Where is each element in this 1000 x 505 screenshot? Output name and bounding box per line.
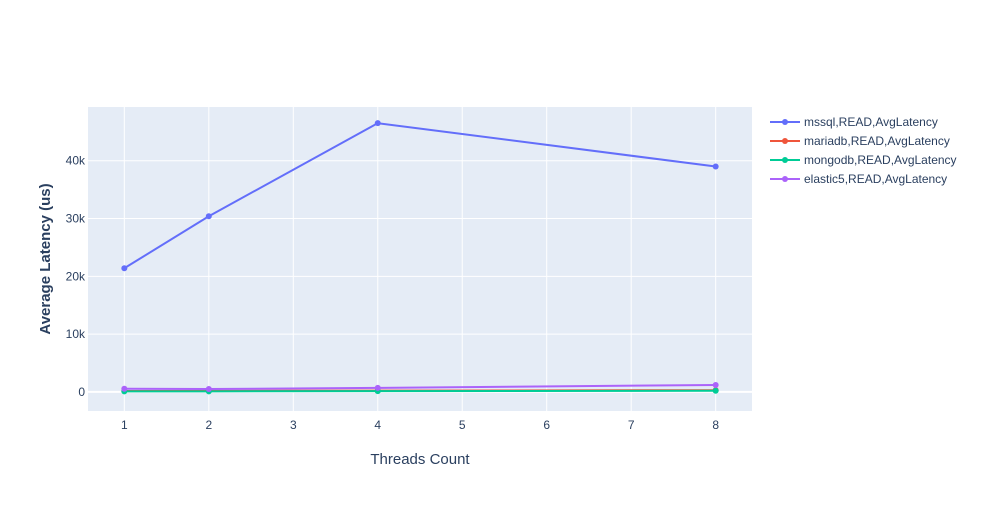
legend-item[interactable]: mariadb,READ,AvgLatency [770,134,950,148]
x-tick-label: 8 [712,418,719,432]
legend-label: mariadb,READ,AvgLatency [804,134,950,148]
x-tick-label: 3 [290,418,297,432]
x-tick-label: 5 [459,418,466,432]
legend-marker [782,138,788,144]
data-point [712,381,719,388]
legend-label: mssql,READ,AvgLatency [804,115,938,129]
y-tick-labels: 0 10k 20k 30k 40k [66,154,86,399]
y-tick-label: 10k [66,327,86,341]
y-tick-label: 30k [66,212,86,226]
legend-marker [782,119,788,125]
x-tick-label: 6 [543,418,550,432]
series-line [124,389,716,393]
series-0 [121,120,719,272]
series-line [124,383,716,391]
x-tick-label: 7 [628,418,635,432]
data-point [712,163,719,170]
y-tick-label: 0 [78,385,85,399]
legend-item[interactable]: mssql,READ,AvgLatency [770,115,938,129]
x-tick-label: 4 [374,418,381,432]
plot-area [88,107,752,411]
data-point [712,387,719,394]
data-point [205,386,212,393]
x-tick-label: 1 [121,418,128,432]
legend-label: elastic5,READ,AvgLatency [804,172,947,186]
legend: mssql,READ,AvgLatency mariadb,READ,AvgLat… [770,115,957,186]
data-point [121,385,128,392]
series-layer [121,120,719,395]
legend-label: mongodb,READ,AvgLatency [804,153,957,167]
data-point [121,265,128,272]
legend-item[interactable]: elastic5,READ,AvgLatency [770,172,947,186]
data-point [374,384,381,391]
legend-item[interactable]: mongodb,READ,AvgLatency [770,153,957,167]
legend-marker [782,157,788,163]
y-tick-label: 40k [66,154,86,168]
y-axis-title: Average Latency (us) [37,183,54,334]
data-point [374,120,381,127]
data-point [205,213,212,220]
y-tick-label: 20k [66,269,86,283]
x-tick-labels: 1 2 3 4 5 6 7 8 [121,418,719,432]
x-tick-label: 2 [205,418,212,432]
series-3 [121,381,719,393]
legend-marker [782,176,788,182]
x-axis-title: Threads Count [370,451,470,468]
series-line [123,122,716,270]
